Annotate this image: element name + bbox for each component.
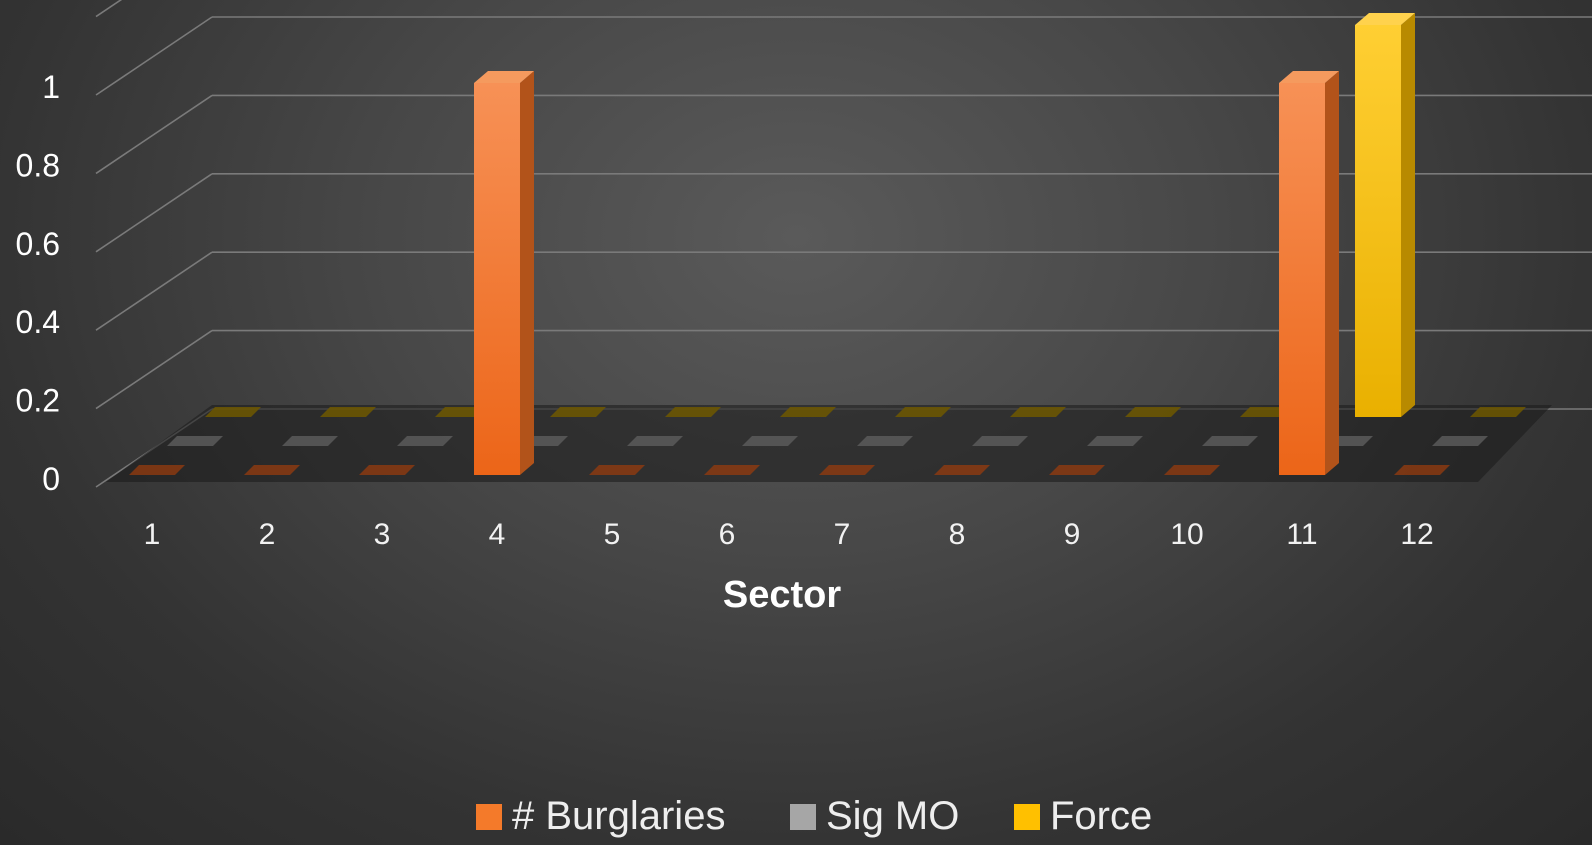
x-tick-label: 9: [1064, 518, 1081, 551]
legend-label: # Burglaries: [512, 794, 725, 838]
bar-burglaries-sector-9: [1049, 465, 1105, 475]
bar-force-sector-4: [550, 407, 606, 417]
bar-force-sector-12: [1470, 407, 1526, 417]
bar-burglaries-sector-7: [819, 465, 875, 475]
legend-item: Sig MO: [790, 794, 959, 838]
x-tick-label: 1: [144, 518, 161, 551]
y-axis-ticks: 0 0.2 0.4 0.6 0.8 1: [16, 69, 60, 497]
x-tick-label: 11: [1286, 518, 1317, 551]
bar-force-sector-11: [1355, 13, 1415, 417]
bar-burglaries-sector-8: [934, 465, 990, 475]
x-tick-label: 10: [1170, 518, 1203, 551]
y-tick-label: 1: [42, 69, 60, 105]
chart-floor: [106, 405, 1552, 482]
bar-force-sector-7: [895, 407, 951, 417]
x-tick-label: 2: [259, 518, 276, 551]
x-tick-label: 8: [949, 518, 966, 551]
bar-sig-mo-sector-2: [282, 436, 338, 446]
bar-sig-mo-sector-1: [167, 436, 223, 446]
x-tick-label: 3: [374, 518, 391, 551]
bar-force-sector-1: [205, 407, 261, 417]
x-tick-label: 4: [489, 518, 506, 551]
bar-force-sector-6: [780, 407, 836, 417]
floor-plane: [106, 405, 1552, 482]
legend-item: Force: [1014, 794, 1152, 838]
side-gridline: [95, 0, 123, 18]
y-tick-label: 0.8: [16, 147, 60, 183]
side-gridline: [95, 329, 213, 410]
legend-label: Sig MO: [826, 794, 959, 838]
legend-label: Force: [1050, 794, 1152, 838]
legend-swatch: [476, 804, 502, 830]
bar-force-sector-2: [320, 407, 376, 417]
x-tick-label: 7: [834, 518, 851, 551]
x-axis-ticks: 1 2 3 4 5 6 7 8 9 10 11 12: [144, 518, 1434, 551]
bar-force-sector-9: [1125, 407, 1181, 417]
side-gridline: [95, 251, 213, 331]
x-tick-label: 12: [1400, 518, 1433, 551]
x-tick-label: 6: [719, 518, 736, 551]
bar-burglaries-sector-3: [359, 465, 415, 475]
y-tick-label: 0: [42, 461, 60, 497]
bar-burglaries-sector-11: [1279, 71, 1339, 475]
bar-sig-mo-sector-3: [397, 436, 453, 446]
bars: [129, 13, 1526, 475]
legend-swatch: [1014, 804, 1040, 830]
bar-burglaries-sector-12: [1394, 465, 1450, 475]
bar-burglaries-sector-5: [589, 465, 645, 475]
bar-sig-mo-sector-12: [1432, 436, 1488, 446]
bar-burglaries-sector-4: [474, 71, 534, 475]
bar-sig-mo-sector-9: [1087, 436, 1143, 446]
bar-burglaries-sector-6: [704, 465, 760, 475]
y-tick-label: 0.6: [16, 226, 60, 262]
bar-burglaries-sector-10: [1164, 465, 1220, 475]
bar-force-sector-5: [665, 407, 721, 417]
y-tick-label: 0.2: [16, 383, 60, 419]
bar-burglaries-sector-1: [129, 465, 185, 475]
bar-sig-mo-sector-8: [972, 436, 1028, 446]
side-gridline: [95, 94, 213, 175]
x-axis-label: Sector: [723, 574, 841, 616]
bar-sig-mo-sector-6: [742, 436, 798, 446]
side-gridline: [95, 173, 213, 253]
x-tick-label: 5: [604, 518, 621, 551]
legend: # Burglaries Sig MO Force: [476, 794, 1152, 838]
y-tick-label: 0.4: [16, 304, 60, 340]
legend-swatch: [790, 804, 816, 830]
bar-force-sector-8: [1010, 407, 1066, 417]
legend-item: # Burglaries: [476, 794, 725, 838]
bar-sig-mo-sector-10: [1202, 436, 1258, 446]
bar-burglaries-sector-2: [244, 465, 300, 475]
bar-sig-mo-sector-5: [627, 436, 683, 446]
side-gridline: [95, 16, 213, 96]
bar-sig-mo-sector-7: [857, 436, 913, 446]
